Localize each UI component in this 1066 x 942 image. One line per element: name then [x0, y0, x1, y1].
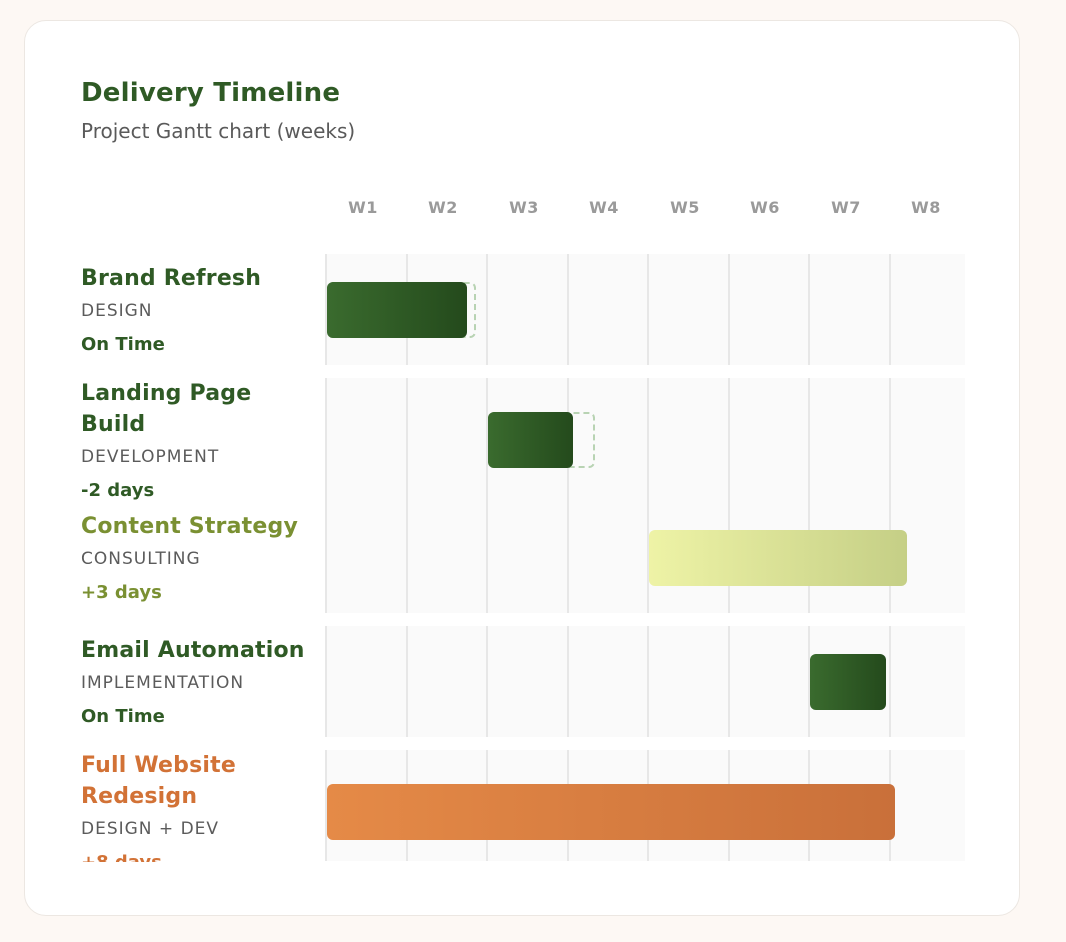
task-category: CONSULTING [81, 549, 201, 569]
gridline-week-5 [647, 254, 649, 365]
task-category: DEVELOPMENT [81, 447, 220, 467]
task-name: Email Automation [81, 638, 305, 663]
gridline-week-3 [486, 254, 488, 365]
week-label-w6: W6 [750, 198, 780, 217]
gridline-week-3 [486, 626, 488, 737]
task-bar-2[interactable] [488, 412, 574, 468]
gridline-week-2 [405, 378, 408, 613]
gridline-week-8 [888, 254, 891, 365]
gridline-week-1 [325, 254, 327, 365]
task-bar-3[interactable] [649, 530, 907, 586]
task-category: DESIGN + DEV [81, 819, 220, 839]
chart-subtitle: Project Gantt chart (weeks) [81, 119, 356, 143]
gridline-week-1 [325, 626, 327, 737]
task-label-full-website-redesign: Full Website Redesign DESIGN + DEV +8 da… [81, 750, 316, 862]
week-label-w8: W8 [911, 198, 941, 217]
week-label-w2: W2 [428, 198, 458, 217]
gridline-week-4 [566, 626, 569, 737]
task-status: On Time [81, 334, 165, 355]
task-bar-5[interactable] [327, 784, 895, 840]
task-status: +3 days [81, 582, 162, 603]
gridline-week-6 [727, 378, 730, 613]
gridline-week-5 [647, 626, 649, 737]
gridline-week-8 [888, 378, 891, 613]
task-name: Landing Page Build [81, 381, 252, 437]
gridline-week-5 [647, 378, 649, 613]
task-status: -2 days [81, 480, 155, 501]
gridline-week-4 [566, 378, 569, 613]
task-label-content-strategy: Content Strategy CONSULTING +3 days [81, 511, 316, 610]
task-label-email-automation: Email Automation IMPLEMENTATION On Time [81, 635, 316, 734]
gridline-week-2 [405, 626, 408, 737]
week-label-w4: W4 [589, 198, 619, 217]
task-bar-4[interactable] [810, 654, 887, 710]
task-category: IMPLEMENTATION [81, 673, 245, 693]
task-status: +8 days [81, 846, 316, 862]
week-label-w1: W1 [348, 198, 378, 217]
week-label-w3: W3 [509, 198, 539, 217]
task-name: Full Website Redesign [81, 753, 236, 809]
chart-title: Delivery Timeline [81, 78, 341, 108]
gridline-week-7 [808, 378, 810, 613]
gridline-week-1 [325, 378, 327, 613]
task-label-brand-refresh: Brand Refresh DESIGN On Time [81, 263, 316, 362]
task-name: Content Strategy [81, 514, 298, 539]
week-label-w7: W7 [831, 198, 861, 217]
task-label-landing-page-build: Landing Page Build DEVELOPMENT -2 days [81, 378, 316, 508]
week-label-w5: W5 [670, 198, 700, 217]
task-name: Brand Refresh [81, 266, 262, 291]
task-label-clip: Full Website Redesign DESIGN + DEV +8 da… [60, 750, 340, 862]
gridline-week-1 [325, 750, 327, 861]
gridline-week-6 [727, 626, 730, 737]
task-bar-1[interactable] [327, 282, 468, 338]
task-category: DESIGN [81, 301, 153, 321]
gridline-week-8 [888, 626, 891, 737]
task-status: On Time [81, 706, 165, 727]
gridline-week-4 [566, 254, 569, 365]
gridline-week-3 [486, 378, 488, 613]
gridline-week-7 [808, 626, 810, 737]
gridline-week-7 [808, 254, 810, 365]
gridline-week-6 [727, 254, 730, 365]
